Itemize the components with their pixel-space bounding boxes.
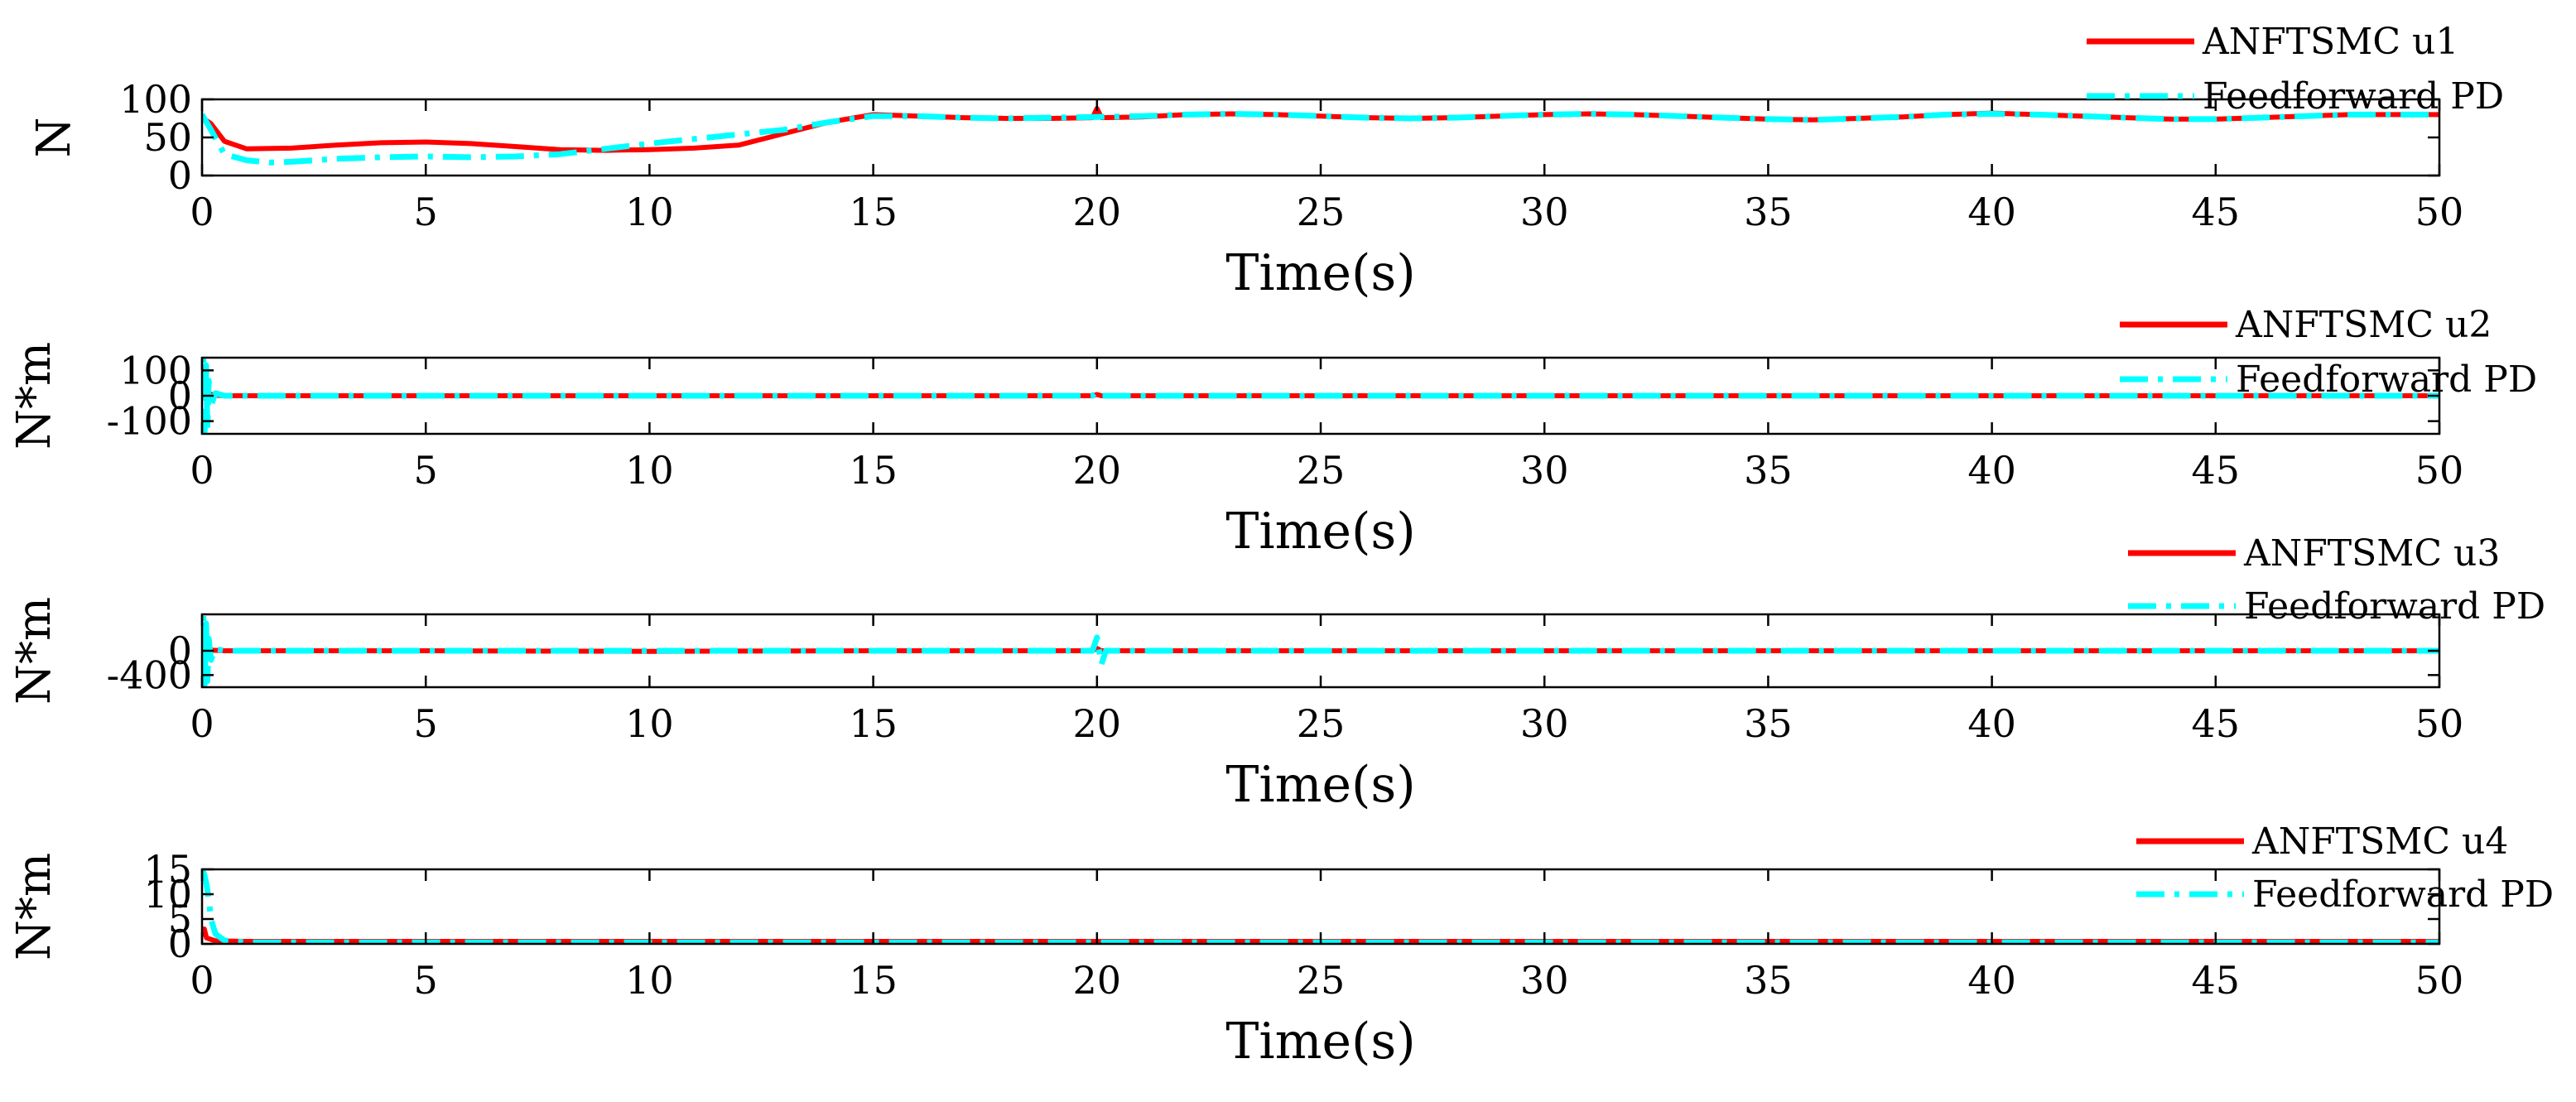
subplot-1: 0 5 10 15 20 25 30 35 40 45 50050100Time(s)NANFTSM… xyxy=(27,21,2504,302)
x-tick-label: 40 xyxy=(1967,958,2016,1003)
x-tick-label: 20 xyxy=(1073,701,1122,746)
x-tick-label: 50 xyxy=(2415,190,2464,234)
x-tick-label: 35 xyxy=(1744,448,1793,493)
x-tick-label: 50 xyxy=(2415,448,2464,493)
x-tick-label: 30 xyxy=(1520,701,1569,746)
subplot-2: 0 5 10 15 20 25 30 35 40 45 50-1000100Time(s)N*mAN… xyxy=(7,304,2537,561)
y-axis-label: N*m xyxy=(7,853,61,960)
x-tick-label: 10 xyxy=(625,190,674,234)
y-tick-label: 0 xyxy=(168,373,192,418)
x-axis-label: Time(s) xyxy=(1225,503,1415,561)
legend: ANFTSMC u1 Feedforward PD xyxy=(2087,21,2504,118)
x-tick-label: 20 xyxy=(1073,190,1122,234)
x-tick-label: 20 xyxy=(1073,448,1122,493)
x-tick-label: 5 xyxy=(414,701,438,746)
legend-label: Feedforward PD xyxy=(2244,585,2545,628)
series-line-feedforward-pd xyxy=(202,358,2439,434)
subplot-4: 0 5 10 15 20 25 30 35 40 45 50051015Time(s)N*mANFT… xyxy=(7,820,2554,1071)
x-tick-label: 20 xyxy=(1073,958,1122,1003)
legend: ANFTSMC u3 Feedforward PD xyxy=(2128,532,2545,628)
x-tick-label: 10 xyxy=(625,701,674,746)
x-tick-label: 0 xyxy=(190,190,214,234)
x-tick-label: 15 xyxy=(849,190,898,234)
x-tick-label: 25 xyxy=(1297,701,1346,746)
legend-label: Feedforward PD xyxy=(2203,75,2504,118)
x-tick-label: 5 xyxy=(414,958,438,1003)
legend-label: Feedforward PD xyxy=(2236,359,2537,401)
y-tick-label: 10 xyxy=(143,872,192,917)
y-tick-label: 50 xyxy=(143,115,192,160)
series-line-feedforward-pd xyxy=(202,869,2439,944)
x-tick-label: 40 xyxy=(1967,448,2016,493)
x-tick-label: 35 xyxy=(1744,701,1793,746)
y-tick-label: 0 xyxy=(168,628,192,673)
x-tick-label: 0 xyxy=(190,701,214,746)
x-tick-label: 30 xyxy=(1520,190,1569,234)
x-tick-label: 15 xyxy=(849,448,898,493)
series-line-feedforward-pd xyxy=(202,111,2439,166)
legend-label: ANFTSMC u1 xyxy=(2202,21,2458,63)
y-tick-label: 0 xyxy=(168,153,192,198)
y-tick-label: 0 xyxy=(168,922,192,966)
x-tick-label: 15 xyxy=(849,958,898,1003)
y-tick-label: 100 xyxy=(119,348,192,392)
y-tick-label: -400 xyxy=(107,652,192,697)
legend-label: ANFTSMC u4 xyxy=(2251,820,2508,863)
x-tick-label: 10 xyxy=(625,958,674,1003)
x-tick-label: 25 xyxy=(1297,190,1346,234)
x-tick-label: 50 xyxy=(2415,701,2464,746)
legend: ANFTSMC u2 Feedforward PD xyxy=(2120,304,2537,401)
y-axis-label: N xyxy=(27,118,81,158)
x-tick-label: 10 xyxy=(625,448,674,493)
legend-label: ANFTSMC u3 xyxy=(2243,532,2500,575)
y-tick-label: 15 xyxy=(143,847,192,892)
series-line-feedforward-pd xyxy=(202,614,2439,687)
legend: ANFTSMC u4 Feedforward PD xyxy=(2136,820,2554,916)
y-tick-label: 100 xyxy=(119,77,192,122)
x-tick-label: 25 xyxy=(1297,448,1346,493)
x-tick-label: 30 xyxy=(1520,958,1569,1003)
x-tick-label: 0 xyxy=(190,958,214,1003)
x-tick-label: 45 xyxy=(2192,190,2241,234)
y-tick-label: 5 xyxy=(168,897,192,941)
x-tick-label: 15 xyxy=(849,701,898,746)
x-tick-label: 40 xyxy=(1967,190,2016,234)
x-tick-label: 45 xyxy=(2192,448,2241,493)
x-tick-label: 30 xyxy=(1520,448,1569,493)
y-tick-label: -100 xyxy=(107,399,192,444)
legend-label: ANFTSMC u2 xyxy=(2235,304,2492,346)
x-axis-label: Time(s) xyxy=(1225,756,1415,814)
y-axis-label: N*m xyxy=(7,597,61,705)
x-tick-label: 35 xyxy=(1744,958,1793,1003)
x-tick-label: 35 xyxy=(1744,190,1793,234)
x-tick-label: 25 xyxy=(1297,958,1346,1003)
y-axis-label: N*m xyxy=(7,342,61,450)
x-tick-label: 5 xyxy=(414,190,438,234)
x-tick-label: 45 xyxy=(2192,701,2241,746)
x-axis-label: Time(s) xyxy=(1225,244,1415,302)
x-tick-label: 5 xyxy=(414,448,438,493)
x-tick-label: 45 xyxy=(2192,958,2241,1003)
x-tick-label: 0 xyxy=(190,448,214,493)
x-axis-label: Time(s) xyxy=(1225,1013,1415,1071)
x-tick-label: 50 xyxy=(2415,958,2464,1003)
legend-label: Feedforward PD xyxy=(2252,873,2554,916)
x-tick-label: 40 xyxy=(1967,701,2016,746)
